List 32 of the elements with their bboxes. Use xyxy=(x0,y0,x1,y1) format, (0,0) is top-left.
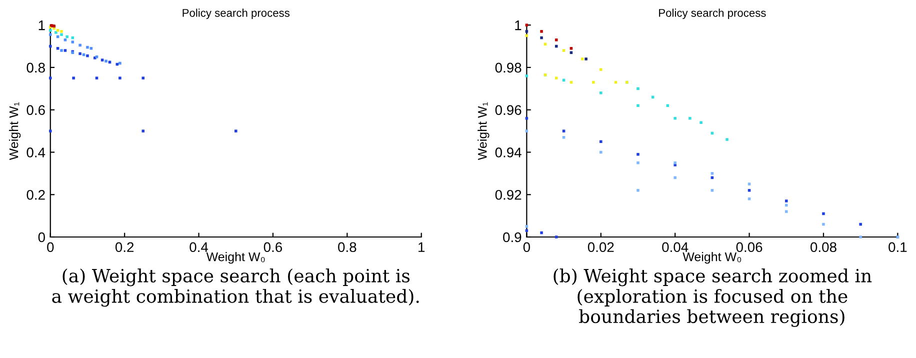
x-tick-label: 0.02 xyxy=(588,242,614,252)
x-tick-label: 0.04 xyxy=(662,242,688,252)
chart-title: Policy search process xyxy=(659,8,766,20)
y-tick-label: 0.94 xyxy=(495,148,522,158)
x-tick-label: 0.4 xyxy=(190,242,208,252)
y-tick-label: 0.9 xyxy=(503,232,522,242)
y-axis-title: Weight W₁ xyxy=(478,102,490,160)
y-tick-label: 1 xyxy=(515,20,522,30)
x-tick-label: 0 xyxy=(523,242,530,252)
x-tick-label: 0.8 xyxy=(338,242,356,252)
text: (b) Weight space search zoomed in (exploration is focused on the boundaries between regions) xyxy=(554,268,872,327)
y-tick-label: 0.2 xyxy=(26,190,45,200)
y-tick-label: 0.8 xyxy=(26,62,45,73)
x-axis-title: Weight W₀ xyxy=(206,252,265,264)
y-tick-label: 0.6 xyxy=(26,105,45,116)
x-axis-title: Weight W₀ xyxy=(682,252,742,264)
x-tick-label: 0.06 xyxy=(736,242,762,252)
text: (a) Weight space search (each point is a weight combination that is evaluated). xyxy=(52,268,419,307)
x-tick-label: 0 xyxy=(47,242,54,252)
y-tick-label: 1 xyxy=(38,20,45,30)
y-axis-title: Weight W₁ xyxy=(9,102,21,160)
y-tick-label: 0.96 xyxy=(495,105,522,116)
y-tick-label: 0.4 xyxy=(26,148,46,158)
y-tick-label: 0 xyxy=(38,232,45,242)
y-tick-label: 0.92 xyxy=(495,190,522,200)
chart-title: Policy search process xyxy=(182,8,290,20)
x-tick-label: 0.6 xyxy=(264,242,282,252)
x-tick-label: 0.2 xyxy=(115,242,134,252)
x-tick-label: 1 xyxy=(418,242,425,252)
y-tick-label: 0.98 xyxy=(495,62,522,73)
x-tick-label: 0.08 xyxy=(810,242,836,252)
x-tick-label: 0.1 xyxy=(888,242,907,252)
